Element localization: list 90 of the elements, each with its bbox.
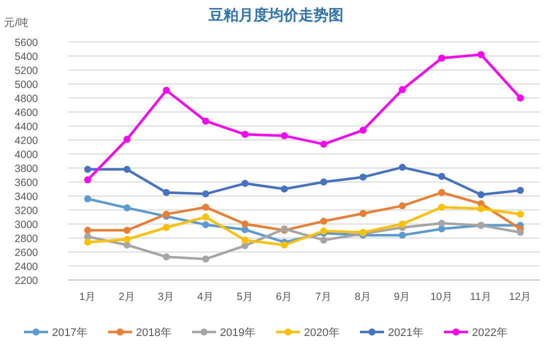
- legend-label: 2020年: [304, 327, 340, 339]
- y-tick-label: 5200: [14, 65, 38, 77]
- point: [84, 195, 92, 202]
- y-tick-label: 2200: [14, 275, 38, 287]
- point: [84, 166, 92, 173]
- point: [360, 210, 366, 217]
- point: [280, 242, 288, 248]
- y-tick-label: 5600: [14, 37, 38, 49]
- point: [162, 86, 170, 94]
- point: [124, 136, 130, 143]
- y-tick-label: 2800: [14, 233, 38, 245]
- point: [202, 190, 210, 198]
- point: [320, 228, 328, 234]
- point: [202, 204, 210, 211]
- x-tick-label: 1月: [79, 291, 96, 303]
- point: [398, 202, 406, 210]
- point: [478, 205, 484, 212]
- point: [162, 189, 170, 196]
- point: [202, 214, 210, 220]
- point: [360, 126, 366, 134]
- point: [438, 220, 446, 227]
- point: [398, 164, 406, 171]
- x-tick-label: 6月: [276, 291, 293, 303]
- point: [124, 226, 130, 234]
- y-tick-label: 3600: [14, 177, 38, 189]
- x-tick-label: 8月: [354, 291, 372, 303]
- point: [360, 174, 366, 181]
- point: [124, 204, 130, 212]
- point: [516, 228, 524, 236]
- point: [84, 226, 92, 234]
- point: [242, 236, 248, 244]
- y-tick-label: 5400: [14, 51, 38, 63]
- point: [202, 118, 210, 125]
- x-tick-label: 2月: [118, 291, 136, 303]
- y-tick-label: 2600: [14, 247, 38, 259]
- y-tick-label: 3000: [14, 219, 38, 231]
- y-tick-label: 4000: [14, 149, 38, 161]
- y-tick-label: 4600: [14, 107, 38, 119]
- point: [516, 210, 524, 218]
- y-tick-label: 3800: [14, 163, 38, 175]
- x-tick-label: 7月: [315, 291, 332, 303]
- point: [280, 186, 288, 192]
- point: [438, 54, 446, 62]
- point: [398, 86, 406, 94]
- point: [438, 189, 446, 196]
- legend-label: 2021年: [388, 327, 424, 339]
- x-tick-label: 3月: [158, 291, 175, 303]
- point: [398, 232, 406, 239]
- y-tick-label: 5000: [14, 79, 38, 91]
- y-tick-label: 2400: [14, 261, 38, 273]
- point: [202, 256, 210, 262]
- point: [438, 204, 446, 211]
- legend-label: 2022年: [472, 327, 508, 339]
- point: [242, 180, 248, 187]
- point: [124, 236, 130, 243]
- point: [162, 224, 170, 231]
- y-axis-title: 元/吨: [4, 16, 29, 29]
- point: [320, 140, 328, 148]
- point: [320, 236, 328, 244]
- y-tick-label: 3400: [14, 191, 38, 203]
- y-tick-label: 4800: [14, 93, 38, 105]
- legend-label: 2017年: [52, 327, 88, 339]
- point: [478, 191, 484, 198]
- point: [478, 51, 484, 58]
- y-tick-label: 3200: [14, 205, 38, 217]
- x-tick-label: 12月: [508, 291, 532, 303]
- point: [202, 221, 210, 228]
- y-tick-label: 4400: [14, 121, 38, 133]
- point: [320, 178, 328, 186]
- point: [320, 218, 328, 225]
- point: [162, 253, 170, 260]
- point: [84, 176, 92, 184]
- point: [438, 172, 446, 180]
- point: [242, 130, 248, 138]
- point: [398, 220, 406, 228]
- x-tick-label: 4月: [197, 291, 214, 303]
- point: [124, 166, 130, 173]
- x-tick-label: 9月: [394, 291, 411, 303]
- point: [516, 94, 524, 102]
- legend-label: 2019年: [220, 327, 256, 339]
- legend-label: 2018年: [136, 327, 172, 339]
- point: [242, 220, 248, 228]
- y-tick-label: 4200: [14, 135, 38, 147]
- point: [280, 132, 288, 140]
- x-tick-label: 11月: [470, 291, 492, 303]
- point: [516, 186, 524, 194]
- point: [84, 238, 92, 246]
- x-tick-label: 5月: [236, 291, 254, 303]
- x-tick-label: 10月: [430, 291, 454, 303]
- chart-title: 豆粕月度均价走势图: [208, 6, 344, 24]
